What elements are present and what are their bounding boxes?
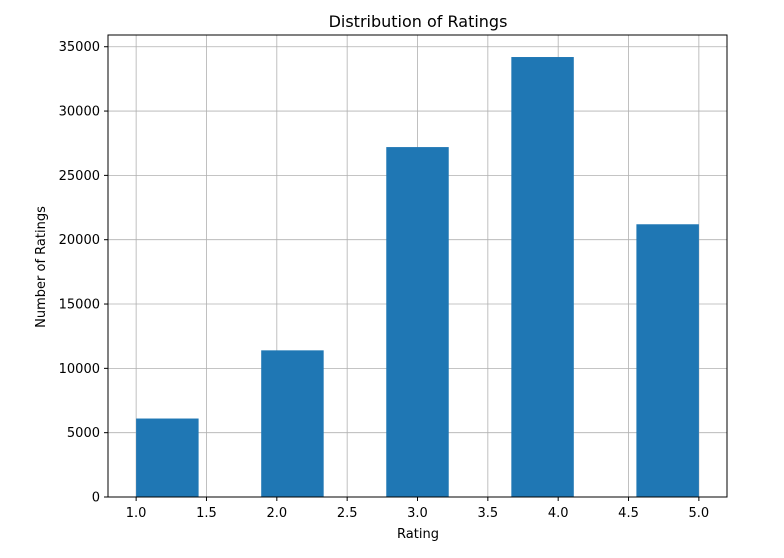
y-tick-label: 35000 xyxy=(59,40,100,55)
x-tick-label: 2.5 xyxy=(337,506,358,521)
x-tick-label: 3.5 xyxy=(477,506,498,521)
x-axis-label: Rating xyxy=(397,527,439,542)
histogram-bar xyxy=(636,224,699,497)
y-tick-label: 5000 xyxy=(67,426,100,441)
tick-layer: 1.0 1.5 2.0 2.5 3.0 3.5 4.0 4.5 5.0 0 5000 10000 150… xyxy=(59,40,710,521)
chart-title: Distribution of Ratings xyxy=(329,12,508,31)
bar-layer xyxy=(136,57,699,497)
y-tick-label: 25000 xyxy=(59,169,100,184)
histogram-bar xyxy=(261,350,324,497)
x-tick-label: 4.5 xyxy=(618,506,639,521)
y-tick-label: 0 xyxy=(92,491,100,506)
y-tick-label: 10000 xyxy=(59,362,100,377)
histogram-bar xyxy=(136,418,199,497)
y-axis-label: Number of Ratings xyxy=(34,206,49,328)
x-tick-label: 1.0 xyxy=(126,506,147,521)
x-tick-label: 3.0 xyxy=(407,506,428,521)
y-tick-label: 20000 xyxy=(59,233,100,248)
y-tick-label: 30000 xyxy=(59,105,100,120)
y-tick-label: 15000 xyxy=(59,298,100,313)
x-tick-label: 5.0 xyxy=(689,506,710,521)
histogram-bar xyxy=(386,147,449,497)
histogram-bar xyxy=(511,57,574,497)
x-tick-label: 1.5 xyxy=(196,506,217,521)
x-tick-label: 4.0 xyxy=(548,506,569,521)
x-tick-label: 2.0 xyxy=(266,506,287,521)
